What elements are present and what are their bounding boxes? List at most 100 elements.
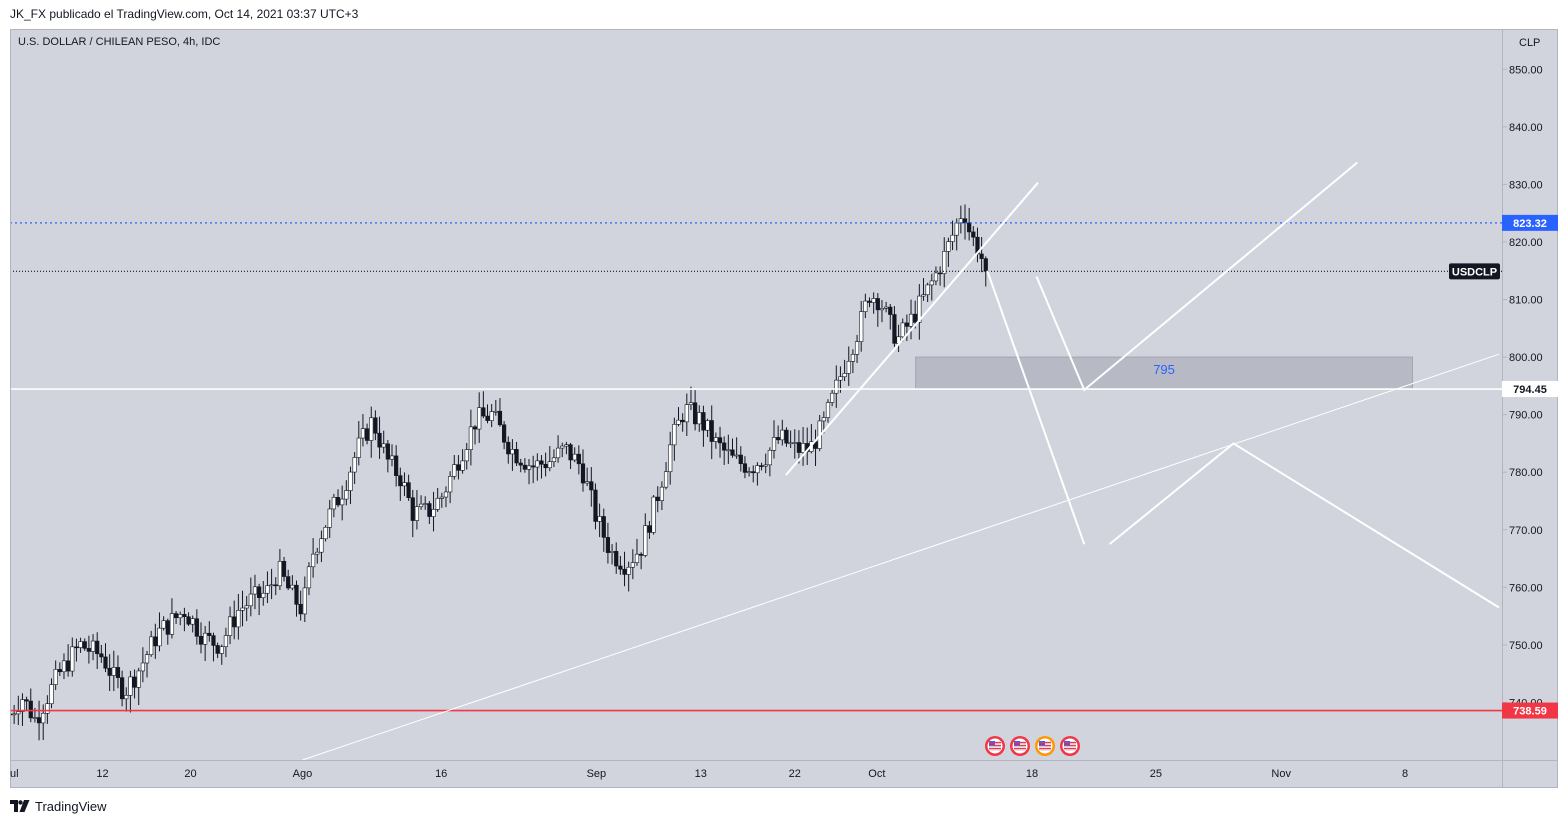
- candle-body: [746, 471, 752, 473]
- candle-body: [24, 699, 29, 702]
- projection-right-a[interactable]: [1035, 161, 1358, 392]
- flag-stripe: [1039, 742, 1051, 744]
- flag-canton: [1014, 741, 1020, 746]
- candle-body: [66, 660, 71, 672]
- candle-body: [792, 442, 797, 444]
- candle-body: [319, 538, 324, 553]
- candle-body: [232, 616, 237, 628]
- candle-body: [120, 677, 125, 700]
- candle-body: [672, 424, 677, 446]
- candle-body: [443, 491, 449, 498]
- footer: TradingView: [10, 797, 107, 815]
- candle-body: [614, 551, 619, 567]
- chart-frame: [10, 29, 1558, 788]
- candle-body: [742, 463, 748, 473]
- x-tick-label: Ago: [293, 768, 313, 780]
- projection-down-left[interactable]: [986, 270, 1086, 545]
- candle-body: [630, 562, 635, 568]
- candle-body: [203, 632, 208, 645]
- candle-body: [86, 648, 91, 652]
- candle-body: [514, 449, 519, 464]
- candle-body: [427, 503, 432, 517]
- short-trendline[interactable]: [785, 182, 1039, 476]
- x-tick-label: Oct: [868, 768, 885, 780]
- labels-layer: 823.32 794.45 738.59 USDCLP: [985, 214, 1558, 756]
- candle-body: [734, 454, 739, 457]
- candle-body: [518, 462, 523, 466]
- candle-body: [423, 503, 428, 505]
- candle-body: [900, 322, 905, 338]
- candle-body: [111, 667, 116, 676]
- candle-body: [82, 641, 87, 649]
- candle-body: [352, 457, 357, 473]
- candle-body: [531, 465, 536, 468]
- candle-body: [834, 379, 839, 394]
- y-tick-label: 820.00: [1509, 237, 1543, 249]
- candle-body: [331, 497, 336, 510]
- candle-body: [215, 645, 220, 654]
- flag-canton: [989, 741, 995, 746]
- candle-body: [356, 437, 361, 458]
- candle-body: [323, 527, 328, 540]
- us-flag-icon[interactable]: [1010, 736, 1030, 756]
- candle-body: [389, 455, 395, 460]
- tradingview-brand[interactable]: TradingView: [35, 798, 107, 814]
- candle-body: [937, 272, 943, 275]
- chart-area[interactable]: 795 850.00 840.00 830.00 820.00 810.00 800.00…: [10, 29, 1558, 788]
- candle-body: [502, 424, 507, 443]
- candle-body: [348, 471, 353, 491]
- candle-body: [755, 465, 760, 474]
- us-flag-icon[interactable]: [1060, 736, 1080, 756]
- candle-body: [668, 444, 673, 473]
- long-trendline[interactable]: [302, 353, 1500, 760]
- candle-body: [780, 429, 785, 441]
- candle-body: [398, 475, 403, 487]
- candle-body: [439, 496, 444, 499]
- candle-body: [763, 464, 768, 467]
- candle-body: [693, 402, 698, 425]
- support-line-tag: [1502, 702, 1558, 719]
- candle-body: [468, 426, 473, 450]
- candle-body: [227, 616, 233, 636]
- candle-body: [107, 667, 112, 676]
- candle-body: [589, 481, 594, 491]
- y-tick-label: 830.00: [1509, 179, 1543, 191]
- candle-body: [28, 700, 33, 719]
- candle-body: [684, 404, 689, 423]
- publisher-caption: JK_FX publicado el TradingView.com, Oct …: [10, 7, 359, 21]
- us-flag-icon[interactable]: [1035, 736, 1055, 756]
- candle-body: [967, 222, 972, 233]
- candle-body: [597, 516, 602, 522]
- candle-body: [377, 432, 382, 448]
- candle-body: [335, 497, 341, 506]
- y-tick-label: 760.00: [1509, 582, 1543, 594]
- candle-body: [144, 654, 150, 664]
- candle-body: [49, 684, 54, 705]
- candle-body: [103, 656, 108, 669]
- price-chart[interactable]: 795 850.00 840.00 830.00 820.00 810.00 800.00…: [10, 29, 1558, 788]
- candle-body: [373, 417, 378, 434]
- candle-body: [261, 592, 266, 598]
- projection-right-b[interactable]: [1108, 442, 1500, 609]
- time-axis-panel[interactable]: [10, 760, 1502, 788]
- candle-body: [730, 449, 735, 456]
- flag-stripe: [989, 742, 1001, 744]
- candle-body: [464, 449, 469, 462]
- us-flag-icon[interactable]: [985, 736, 1005, 756]
- zone-795-box[interactable]: [915, 356, 1413, 390]
- candle-body: [277, 561, 282, 587]
- candle-body: [45, 703, 50, 714]
- tradingview-logo-icon[interactable]: [10, 800, 30, 812]
- candle-body: [738, 454, 743, 465]
- price-axis-panel[interactable]: [1502, 29, 1558, 788]
- candle-body: [157, 627, 162, 647]
- candle-body: [252, 586, 258, 595]
- candle-body: [705, 420, 710, 431]
- candle-body: [402, 482, 407, 487]
- candle-body: [717, 437, 723, 444]
- candle-body: [585, 481, 590, 484]
- candle-body: [90, 640, 96, 652]
- candle-body: [41, 712, 46, 724]
- candle-body: [186, 616, 191, 625]
- candle-body: [709, 420, 714, 442]
